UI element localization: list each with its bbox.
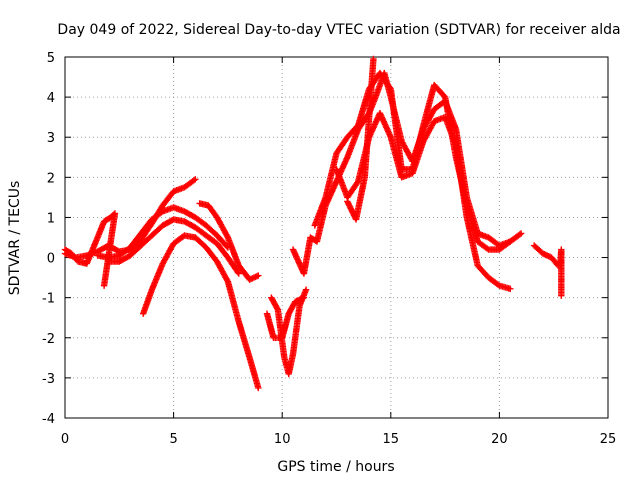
y-tick-label: 5	[47, 51, 55, 66]
data-point	[386, 84, 394, 91]
data-point	[483, 245, 491, 252]
axis-ticks: 0 5 10 15 20 25 -4 -3 -2 -1 0 1 2 3 4 5	[42, 51, 616, 447]
y-tick-label: 1	[47, 211, 55, 226]
y-tick-label: 3	[47, 131, 55, 146]
series-track-l	[530, 242, 565, 299]
plot-frame	[64, 56, 609, 419]
x-tick-label: 10	[274, 432, 291, 447]
chart-title: Day 049 of 2022, Sidereal Day-to-day VTE…	[57, 22, 620, 38]
data-points	[61, 55, 565, 392]
data-point	[507, 238, 514, 245]
y-tick-label: 2	[47, 171, 55, 186]
data-point	[235, 270, 242, 277]
data-point	[516, 231, 523, 238]
series-track-m	[61, 210, 119, 289]
series-track-k	[344, 55, 377, 223]
data-point	[517, 230, 525, 237]
data-point	[223, 232, 231, 240]
grid	[65, 57, 608, 418]
x-tick-label: 5	[169, 432, 177, 447]
series-track-e	[196, 200, 262, 283]
y-tick-label: -4	[42, 412, 55, 427]
series-track-c	[105, 216, 242, 277]
y-tick-label: 0	[47, 252, 55, 267]
y-tick-label: 4	[47, 91, 55, 106]
x-axis-label: GPS time / hours	[277, 459, 394, 475]
data-point	[354, 179, 361, 186]
y-tick-label: -2	[42, 332, 55, 347]
data-point	[505, 239, 513, 246]
x-tick-label: 20	[491, 432, 508, 447]
y-tick-label: -3	[42, 372, 55, 387]
data-point	[234, 269, 242, 276]
data-point	[255, 272, 262, 279]
data-point	[190, 177, 198, 184]
data-point	[223, 276, 231, 284]
data-point	[507, 285, 514, 293]
data-point	[100, 282, 108, 289]
y-axis-label: SDTVAR / TECUs	[7, 181, 23, 296]
data-point	[273, 305, 281, 312]
data-point	[192, 176, 199, 183]
data-point	[255, 384, 262, 392]
series-track-g	[268, 286, 310, 378]
data-point	[370, 55, 377, 63]
data-point	[558, 292, 565, 299]
data-point	[302, 286, 310, 293]
y-tick-label: -1	[42, 292, 55, 307]
x-tick-label: 0	[61, 432, 69, 447]
x-tick-label: 25	[600, 432, 617, 447]
series-track-d	[139, 232, 262, 392]
x-tick-label: 15	[383, 432, 400, 447]
